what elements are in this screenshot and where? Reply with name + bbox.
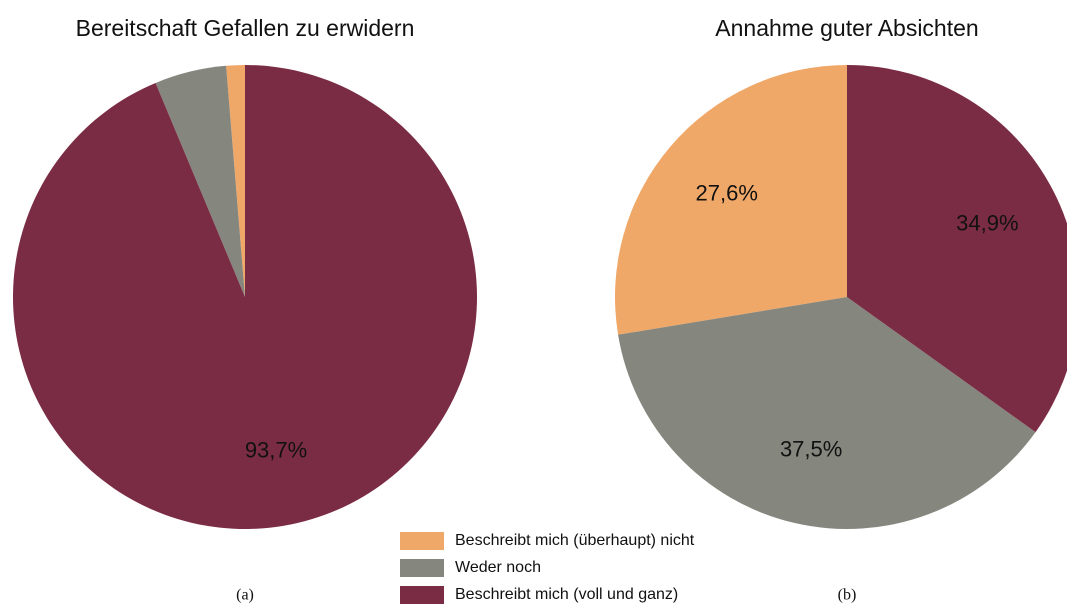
pie-slice: [155, 65, 245, 298]
pie-slice: [847, 65, 1067, 433]
legend-label: Beschreibt mich (voll und ganz): [455, 586, 678, 603]
pie-slice: [618, 297, 1036, 529]
legend-label: Beschreibt mich (überhaupt) nicht: [455, 532, 695, 549]
pie-slice: [13, 65, 478, 529]
pie-slice: [226, 65, 245, 297]
value-label: 37,5%: [780, 436, 842, 461]
value-label: 27,6%: [696, 181, 758, 206]
pie-slice: [615, 65, 847, 335]
subcaption: (a): [236, 587, 254, 604]
value-label: 34,9%: [956, 211, 1018, 236]
legend-swatch: [400, 586, 444, 604]
legend-swatch: [400, 532, 444, 550]
legend-label: Weder noch: [455, 559, 541, 576]
legend-swatch: [400, 559, 444, 577]
chart-title: Bereitschaft Gefallen zu erwidern: [76, 15, 415, 41]
value-label: 93,7%: [245, 437, 307, 462]
subcaption: (b): [838, 587, 857, 604]
chart-title: Annahme guter Absichten: [715, 15, 978, 41]
